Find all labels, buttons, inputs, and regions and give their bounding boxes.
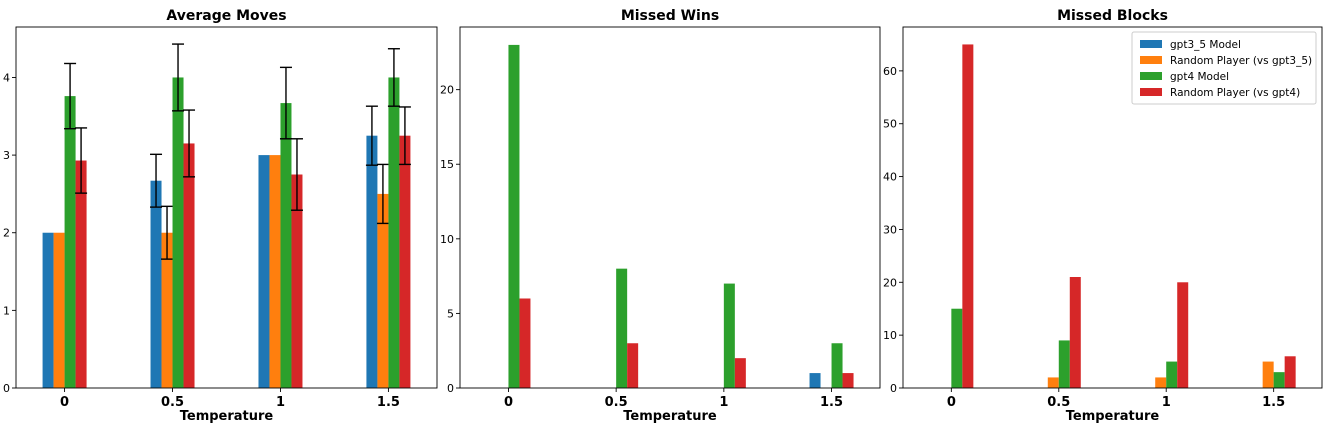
x-tick-label: 1 <box>719 395 728 410</box>
legend-swatch <box>1140 56 1162 64</box>
bar <box>508 44 520 389</box>
bar <box>280 103 292 388</box>
bar <box>1069 277 1081 388</box>
y-tick-label: 0 <box>890 382 897 395</box>
legend-swatch <box>1140 72 1162 80</box>
bar <box>75 160 87 388</box>
y-tick-label: 30 <box>883 223 897 236</box>
bar <box>962 44 974 388</box>
x-tick-label: 0.5 <box>605 395 628 410</box>
bar <box>388 77 400 388</box>
x-tick-label: 1.5 <box>1262 395 1285 410</box>
x-axis-label: Temperature <box>623 409 717 424</box>
chart-title: Missed Blocks <box>1057 8 1168 24</box>
chart-title: Average Moves <box>166 8 286 24</box>
y-tick-label: 3 <box>3 149 10 162</box>
bar <box>842 373 854 388</box>
bar <box>1166 361 1178 388</box>
x-tick-label: 0 <box>504 395 513 410</box>
x-axis-label: Temperature <box>1066 409 1160 424</box>
bar <box>1058 340 1070 388</box>
plot-frame <box>15 26 438 389</box>
legend-box <box>1131 31 1317 105</box>
bar <box>734 358 746 388</box>
y-tick-label: 4 <box>3 71 10 84</box>
legend-swatch <box>1140 88 1162 96</box>
bar <box>42 232 54 388</box>
x-tick-label: 0.5 <box>1047 395 1070 410</box>
x-tick-label: 1.5 <box>820 395 843 410</box>
bar <box>258 155 270 388</box>
bar <box>291 174 303 388</box>
legend-entry: Random Player (vs gpt3_5) <box>1170 55 1312 67</box>
bar <box>723 283 735 388</box>
y-tick-label: 10 <box>440 233 454 246</box>
legend-entry: Random Player (vs gpt4) <box>1170 87 1300 99</box>
x-tick-label: 1 <box>276 395 285 410</box>
bar <box>269 155 281 388</box>
x-tick-label: 0.5 <box>161 395 184 410</box>
bar <box>150 180 162 388</box>
bar <box>172 77 184 388</box>
x-tick-label: 1 <box>1162 395 1171 410</box>
bar <box>161 232 173 388</box>
bar <box>809 373 821 388</box>
y-tick-label: 15 <box>440 158 454 171</box>
bar <box>183 143 195 388</box>
bar <box>519 298 531 388</box>
bar <box>1047 377 1059 388</box>
x-axis-label: Temperature <box>180 409 274 424</box>
x-tick-label: 0 <box>947 395 956 410</box>
x-tick-label: 1.5 <box>377 395 400 410</box>
bar <box>616 268 628 388</box>
legend-swatch <box>1140 40 1162 48</box>
y-tick-label: 60 <box>883 65 897 78</box>
legend-entry: gpt4 Model <box>1170 71 1229 83</box>
bar <box>53 232 65 388</box>
bar <box>399 135 411 388</box>
bar <box>366 135 378 388</box>
bar <box>1155 377 1167 388</box>
chart-panel-3: Missed Blocks 0 10 20 30 40 50 60 0 0.5 1 1.5 Temper… <box>883 8 1323 424</box>
chart-panel-2: Missed Wins 0 5 10 15 20 0 0.5 1 1.5 Temperature <box>440 8 881 424</box>
bar <box>1273 372 1285 388</box>
chart-title: Missed Wins <box>621 8 719 24</box>
y-tick-label: 0 <box>447 382 454 395</box>
y-tick-label: 50 <box>883 118 897 131</box>
y-tick-label: 0 <box>3 382 10 395</box>
bar <box>831 343 843 388</box>
y-tick-label: 1 <box>3 304 10 317</box>
y-tick-label: 20 <box>440 84 454 97</box>
y-tick-label: 10 <box>883 329 897 342</box>
y-tick-label: 5 <box>447 307 454 320</box>
y-tick-label: 20 <box>883 276 897 289</box>
legend-entry: gpt3_5 Model <box>1170 39 1241 51</box>
bar <box>1262 361 1274 388</box>
bar <box>64 96 76 388</box>
plot-frame <box>459 26 881 389</box>
x-tick-label: 0 <box>60 395 69 410</box>
chart-panel-1: Average Moves 0 1 2 3 4 0 0.5 1 1.5 Temperature <box>3 8 438 424</box>
bar <box>627 343 639 388</box>
bar <box>1177 282 1189 388</box>
plot-frame <box>902 26 1323 389</box>
y-tick-label: 2 <box>3 227 10 240</box>
legend: gpt3_5 Model Random Player (vs gpt3_5)gpt… <box>1131 31 1317 105</box>
bar <box>377 193 389 388</box>
y-tick-label: 40 <box>883 171 897 184</box>
bar <box>951 308 963 388</box>
bar <box>1284 356 1296 388</box>
